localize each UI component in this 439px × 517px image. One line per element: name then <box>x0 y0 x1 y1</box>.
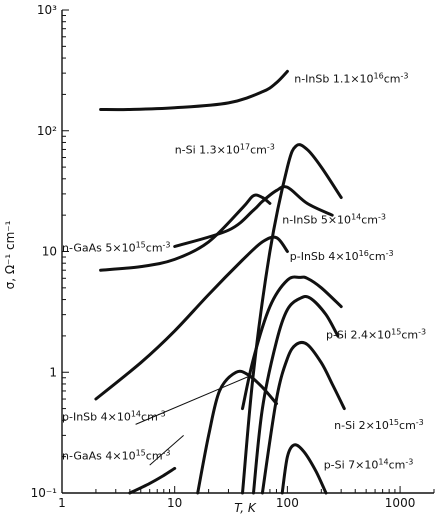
series-line-3 <box>173 185 334 248</box>
annotation-7: p-InSb 4×1014cm-3 <box>62 409 166 424</box>
series-line-1 <box>99 69 289 112</box>
series-line-4 <box>99 193 272 272</box>
series-line-5 <box>94 235 289 401</box>
annotation-9: n-Si 2×1015cm-3 <box>334 417 424 432</box>
x-tick-label: 1 <box>58 496 66 510</box>
annotation-3: n-InSb 5×1014cm-3 <box>282 212 386 227</box>
y-tick-label: 10 <box>42 245 57 259</box>
y-tick-label: 10⁻¹ <box>31 486 58 500</box>
y-tick-label: 10³ <box>37 3 57 17</box>
y-tick-label: 1 <box>49 365 57 379</box>
x-tick-label: 1000 <box>385 496 416 510</box>
series-line-11 <box>280 443 328 495</box>
y-axis-title: σ, Ω⁻¹ cm⁻¹ <box>3 220 17 289</box>
annotation-2: n-Si 1.3×1017cm-3 <box>175 142 275 157</box>
annotation-1: n-InSb 1.1×1016cm-3 <box>294 71 408 86</box>
x-tick-label: 10 <box>167 496 182 510</box>
annotation-6: p-Si 2.4×1015cm-3 <box>326 327 426 342</box>
x-axis-title: T, K <box>234 501 257 515</box>
series-line-6 <box>241 275 343 411</box>
series-line-8 <box>260 340 346 495</box>
annotation-5: p-InSb 4×1016cm-3 <box>290 249 394 264</box>
y-tick-label: 10² <box>37 124 57 138</box>
annotation-10: p-Si 7×1014cm-3 <box>324 457 414 472</box>
series-line-9 <box>196 369 278 495</box>
curves <box>94 69 346 495</box>
x-tick-label: 100 <box>276 496 299 510</box>
annotations: n-InSb 1.1×1016cm-3 n-Si 1.3×1017cm-3 n-In… <box>62 71 426 471</box>
annotation-8: n-GaAs 4×1015cm-3 <box>62 448 171 463</box>
leader-line <box>149 435 184 466</box>
series-line-7 <box>252 295 340 495</box>
leader-line <box>135 376 249 425</box>
annotation-4: n-GaAs 5×1015cm-3 <box>62 240 171 255</box>
series-line-2 <box>241 143 343 495</box>
series-line-10 <box>128 466 177 495</box>
